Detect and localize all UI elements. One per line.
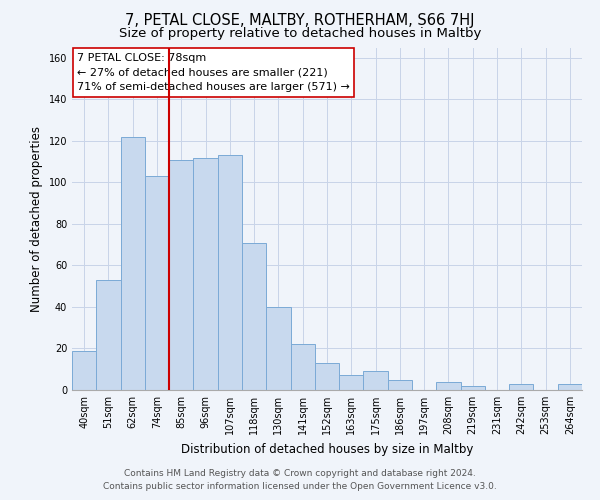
- Bar: [145, 176, 169, 390]
- Bar: [169, 160, 193, 390]
- Bar: [96, 280, 121, 390]
- Bar: [509, 384, 533, 390]
- Bar: [193, 158, 218, 390]
- Bar: [242, 242, 266, 390]
- Bar: [558, 384, 582, 390]
- Text: Contains HM Land Registry data © Crown copyright and database right 2024.
Contai: Contains HM Land Registry data © Crown c…: [103, 469, 497, 491]
- Text: 7, PETAL CLOSE, MALTBY, ROTHERHAM, S66 7HJ: 7, PETAL CLOSE, MALTBY, ROTHERHAM, S66 7…: [125, 12, 475, 28]
- X-axis label: Distribution of detached houses by size in Maltby: Distribution of detached houses by size …: [181, 442, 473, 456]
- Bar: [266, 307, 290, 390]
- Bar: [290, 344, 315, 390]
- Bar: [121, 137, 145, 390]
- Bar: [218, 156, 242, 390]
- Bar: [436, 382, 461, 390]
- Bar: [364, 372, 388, 390]
- Text: Size of property relative to detached houses in Maltby: Size of property relative to detached ho…: [119, 28, 481, 40]
- Y-axis label: Number of detached properties: Number of detached properties: [30, 126, 43, 312]
- Text: 7 PETAL CLOSE: 78sqm
← 27% of detached houses are smaller (221)
71% of semi-deta: 7 PETAL CLOSE: 78sqm ← 27% of detached h…: [77, 52, 350, 92]
- Bar: [72, 350, 96, 390]
- Bar: [339, 376, 364, 390]
- Bar: [461, 386, 485, 390]
- Bar: [388, 380, 412, 390]
- Bar: [315, 363, 339, 390]
